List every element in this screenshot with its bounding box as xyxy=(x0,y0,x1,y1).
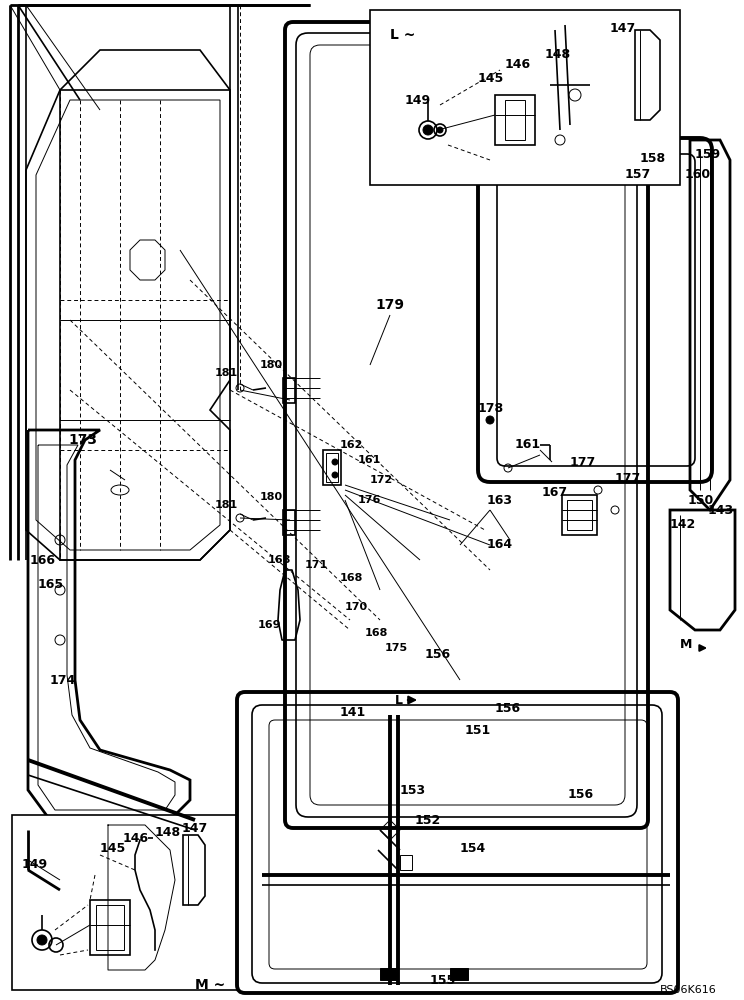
Text: 156: 156 xyxy=(568,788,594,802)
Text: 178: 178 xyxy=(478,401,504,414)
Text: 180: 180 xyxy=(260,360,283,370)
Text: 154: 154 xyxy=(460,842,487,854)
Text: 174: 174 xyxy=(50,674,76,686)
Text: 146: 146 xyxy=(505,58,531,72)
Text: 142: 142 xyxy=(670,518,696,532)
Polygon shape xyxy=(635,30,660,120)
Text: 163: 163 xyxy=(487,493,513,506)
Text: 148: 148 xyxy=(545,48,571,62)
Text: 179: 179 xyxy=(375,298,404,312)
Text: 155: 155 xyxy=(430,974,456,986)
Text: 168: 168 xyxy=(268,555,292,565)
Text: 153: 153 xyxy=(400,784,426,796)
Text: 164: 164 xyxy=(487,538,513,552)
Bar xyxy=(323,450,341,485)
Text: 157: 157 xyxy=(625,168,651,182)
Circle shape xyxy=(37,935,47,945)
Text: 166: 166 xyxy=(30,554,56,566)
Text: 145: 145 xyxy=(478,72,504,85)
Circle shape xyxy=(332,472,338,478)
Text: 161: 161 xyxy=(515,438,541,452)
Text: M ~: M ~ xyxy=(195,978,225,992)
Text: 145: 145 xyxy=(100,842,126,854)
Circle shape xyxy=(332,459,338,465)
Text: 175: 175 xyxy=(385,643,408,653)
Text: 159: 159 xyxy=(695,148,721,161)
Text: 165: 165 xyxy=(38,578,64,591)
Text: 171: 171 xyxy=(305,560,328,570)
Text: 147: 147 xyxy=(182,822,208,834)
Circle shape xyxy=(486,416,494,424)
Text: 167: 167 xyxy=(542,487,568,499)
Bar xyxy=(12,815,237,990)
Bar xyxy=(567,500,592,530)
Text: M: M xyxy=(680,639,693,652)
Text: 168: 168 xyxy=(340,573,363,583)
Text: 146: 146 xyxy=(123,832,149,844)
Bar xyxy=(562,495,597,535)
Text: 160: 160 xyxy=(685,168,711,182)
Text: 181: 181 xyxy=(215,368,238,378)
Text: BS06K616: BS06K616 xyxy=(660,985,716,995)
Text: 143: 143 xyxy=(708,504,734,516)
Text: 156: 156 xyxy=(425,648,451,662)
Text: 173: 173 xyxy=(68,433,97,447)
Bar xyxy=(370,10,680,185)
Circle shape xyxy=(423,125,433,135)
Text: 150: 150 xyxy=(688,493,714,506)
Text: 151: 151 xyxy=(465,724,491,736)
Bar xyxy=(400,855,412,870)
Text: 147: 147 xyxy=(610,21,636,34)
Bar xyxy=(450,968,468,980)
Text: 176: 176 xyxy=(358,495,382,505)
Bar xyxy=(283,378,295,403)
Bar xyxy=(380,968,398,980)
Text: 177: 177 xyxy=(570,456,596,468)
Text: 168: 168 xyxy=(365,628,388,638)
Bar xyxy=(326,453,338,482)
Text: 141: 141 xyxy=(340,706,366,720)
Text: 169: 169 xyxy=(258,620,281,630)
Text: 148: 148 xyxy=(155,826,181,840)
Text: 149: 149 xyxy=(22,858,48,871)
Text: 177: 177 xyxy=(615,472,641,485)
Text: 172: 172 xyxy=(370,475,394,485)
Text: 181: 181 xyxy=(215,500,238,510)
Text: 161: 161 xyxy=(358,455,382,465)
Circle shape xyxy=(437,127,443,133)
Text: 149: 149 xyxy=(405,94,431,106)
Text: 158: 158 xyxy=(640,151,666,164)
Bar xyxy=(283,510,295,535)
Text: 180: 180 xyxy=(260,492,283,502)
Text: 162: 162 xyxy=(340,440,363,450)
Text: 156: 156 xyxy=(495,702,521,714)
Text: L ~: L ~ xyxy=(390,28,415,42)
Polygon shape xyxy=(90,900,130,955)
Polygon shape xyxy=(183,835,205,905)
Text: 152: 152 xyxy=(415,814,441,826)
Text: 170: 170 xyxy=(345,602,368,612)
Polygon shape xyxy=(495,95,535,145)
Text: L: L xyxy=(395,694,403,706)
